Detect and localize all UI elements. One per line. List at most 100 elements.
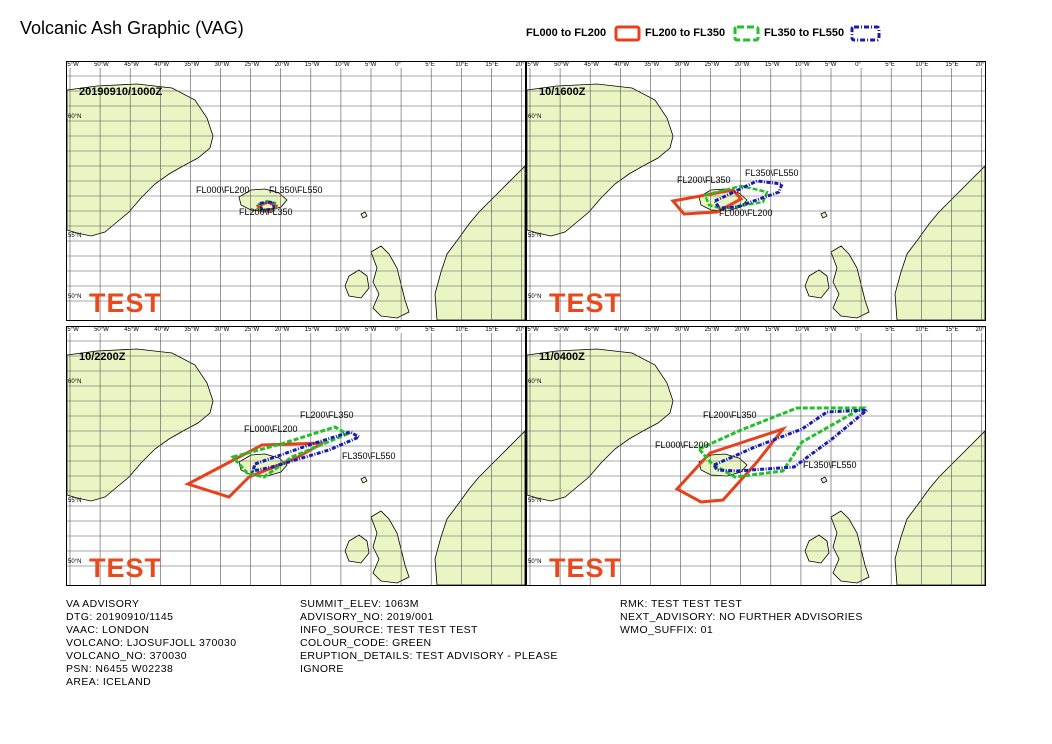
land-polygon <box>67 348 214 502</box>
legend-label-fl350-fl550: FL350 to FL550 <box>764 27 845 39</box>
longitude-label: 50°W <box>94 327 109 333</box>
land-polygon <box>820 476 828 484</box>
longitude-label: 0° <box>395 62 401 68</box>
legend-swatch-fl200-fl350 <box>733 25 760 42</box>
flight-level-label: FL350\FL550 <box>269 185 323 195</box>
longitude-label: 35°W <box>184 62 200 68</box>
longitude-label: 15°E <box>485 327 499 333</box>
ash-cloud-fl350-fl550 <box>250 430 363 473</box>
longitude-label: 30°W <box>214 62 230 68</box>
longitude-label: 45°W <box>124 327 139 333</box>
longitude-label: 15°W <box>764 327 780 333</box>
map-panel-4: FL200\FL350 FL000\FL200 FL350\FL550 11/0… <box>526 326 986 586</box>
longitude-label: 20°W <box>274 327 290 333</box>
longitude-label: 15°W <box>304 62 320 68</box>
panel-timestamp: 10/1600Z <box>539 86 586 98</box>
longitude-label: 30°W <box>674 327 690 333</box>
graticule <box>67 68 525 320</box>
longitude-label: 10°E <box>915 62 929 68</box>
advisory-line: VAAC: LONDON <box>66 624 150 636</box>
land-polygon <box>370 510 410 584</box>
longitude-label: 45°W <box>584 327 599 333</box>
map-panel-2: FL200\FL350 FL350\FL550 FL000\FL200 10/1… <box>526 61 986 321</box>
longitude-label: 20°E <box>975 62 986 68</box>
land-polygon <box>894 430 985 585</box>
advisory-line: WMO_SUFFIX: 01 <box>620 624 714 636</box>
longitude-label: 40°W <box>154 327 170 333</box>
latitude-label: 50°N <box>528 559 542 565</box>
legend-label-fl000-fl200: FL000 to FL200 <box>526 27 607 39</box>
advisory-line: SUMMIT_ELEV: 1063M <box>300 598 419 610</box>
longitude-label: 15°E <box>485 62 499 68</box>
ash-cloud-fl200-fl350 <box>703 184 769 211</box>
map-panel-1: FL000\FL200 FL350\FL550 FL200\FL350 2019… <box>66 61 526 321</box>
latitude-label: 55°N <box>528 233 542 239</box>
ash-cloud-fl350-fl550 <box>711 408 872 473</box>
advisory-line: COLOUR_CODE: GREEN <box>300 637 432 649</box>
advisory-column-2: SUMMIT_ELEV: 1063M ADVISORY_NO: 2019/001… <box>300 598 558 676</box>
flight-level-label: FL000\FL200 <box>244 424 298 434</box>
map-canvas: FL000\FL200 FL350\FL550 FL200\FL350 <box>67 68 525 320</box>
flight-level-label: FL000\FL200 <box>655 440 709 450</box>
ash-cloud-fl350-fl550 <box>712 179 785 210</box>
legend-swatch-fl000-fl200 <box>614 25 641 42</box>
longitude-label: 55°W <box>67 62 79 68</box>
latitude-label: 60°N <box>68 379 82 385</box>
longitude-label: 10°W <box>334 327 350 333</box>
latitude-label: 60°N <box>528 379 542 385</box>
longitude-label: 5°W <box>825 327 837 333</box>
longitude-label: 0° <box>855 327 861 333</box>
longitude-label: 25°W <box>704 62 720 68</box>
latitude-label: 50°N <box>528 294 542 300</box>
panel-timestamp: 11/0400Z <box>539 351 585 363</box>
latitude-label: 50°N <box>68 559 82 565</box>
longitude-label: 10°W <box>794 327 810 333</box>
longitude-label: 45°W <box>584 62 599 68</box>
land-polygon <box>370 245 410 319</box>
flight-level-label: FL000\FL200 <box>719 208 773 218</box>
flight-level-label: FL200\FL350 <box>239 207 293 217</box>
land-polygon <box>360 476 368 484</box>
panel-timestamp: 20190910/1000Z <box>79 86 163 98</box>
land-polygon <box>434 165 525 320</box>
land-masses <box>527 348 985 585</box>
ash-cloud-fl350-fl550 <box>258 200 276 212</box>
longitude-label: 25°W <box>244 62 260 68</box>
land-polygon <box>804 269 830 299</box>
flight-level-label: FL350\FL550 <box>803 460 857 470</box>
legend-label-fl200-fl350: FL200 to FL350 <box>645 27 726 39</box>
map-panel-3: FL200\FL350 FL000\FL200 FL350\FL550 10/2… <box>66 326 526 586</box>
longitude-label: 15°W <box>304 327 320 333</box>
longitude-label: 35°W <box>184 327 200 333</box>
flight-level-label: FL350\FL550 <box>342 451 396 461</box>
land-masses <box>527 83 985 320</box>
land-masses <box>67 83 525 320</box>
latitude-label: 55°N <box>68 498 82 504</box>
longitude-label: 5°W <box>365 327 377 333</box>
advisory-line: PSN: N6455 W02238 <box>66 663 174 675</box>
advisory-line: DTG: 20190910/1145 <box>66 611 174 623</box>
advisory-column-1: VA ADVISORY DTG: 20190910/1145 VAAC: LON… <box>66 598 237 689</box>
longitude-label: 25°W <box>704 327 720 333</box>
longitude-label: 5°E <box>885 327 895 333</box>
land-polygon <box>894 165 985 320</box>
longitude-label: 5°W <box>825 62 837 68</box>
land-polygon <box>830 245 870 319</box>
longitude-label: 15°W <box>764 62 780 68</box>
latitude-label: 55°N <box>528 498 542 504</box>
land-polygon <box>527 348 674 502</box>
longitude-label: 0° <box>855 62 861 68</box>
test-watermark: TEST <box>549 553 623 583</box>
advisory-line: VOLCANO: LJOSUFJOLL 370030 <box>66 637 237 649</box>
land-polygon <box>698 453 748 477</box>
legend-swatch-fl350-fl550 <box>850 25 881 42</box>
map-canvas: FL200\FL350 FL000\FL200 FL350\FL550 <box>527 333 985 585</box>
longitude-label: 20°W <box>734 327 750 333</box>
longitude-label: 55°W <box>527 327 539 333</box>
longitude-label: 10°E <box>455 62 469 68</box>
land-masses <box>67 348 525 585</box>
panel-timestamp: 10/2200Z <box>79 351 126 363</box>
advisory-column-3: RMK: TEST TEST TEST NEXT_ADVISORY: NO FU… <box>620 598 863 637</box>
legend: FL000 to FL200 FL200 to FL350 FL350 to F… <box>520 24 920 46</box>
longitude-label: 5°E <box>425 327 435 333</box>
